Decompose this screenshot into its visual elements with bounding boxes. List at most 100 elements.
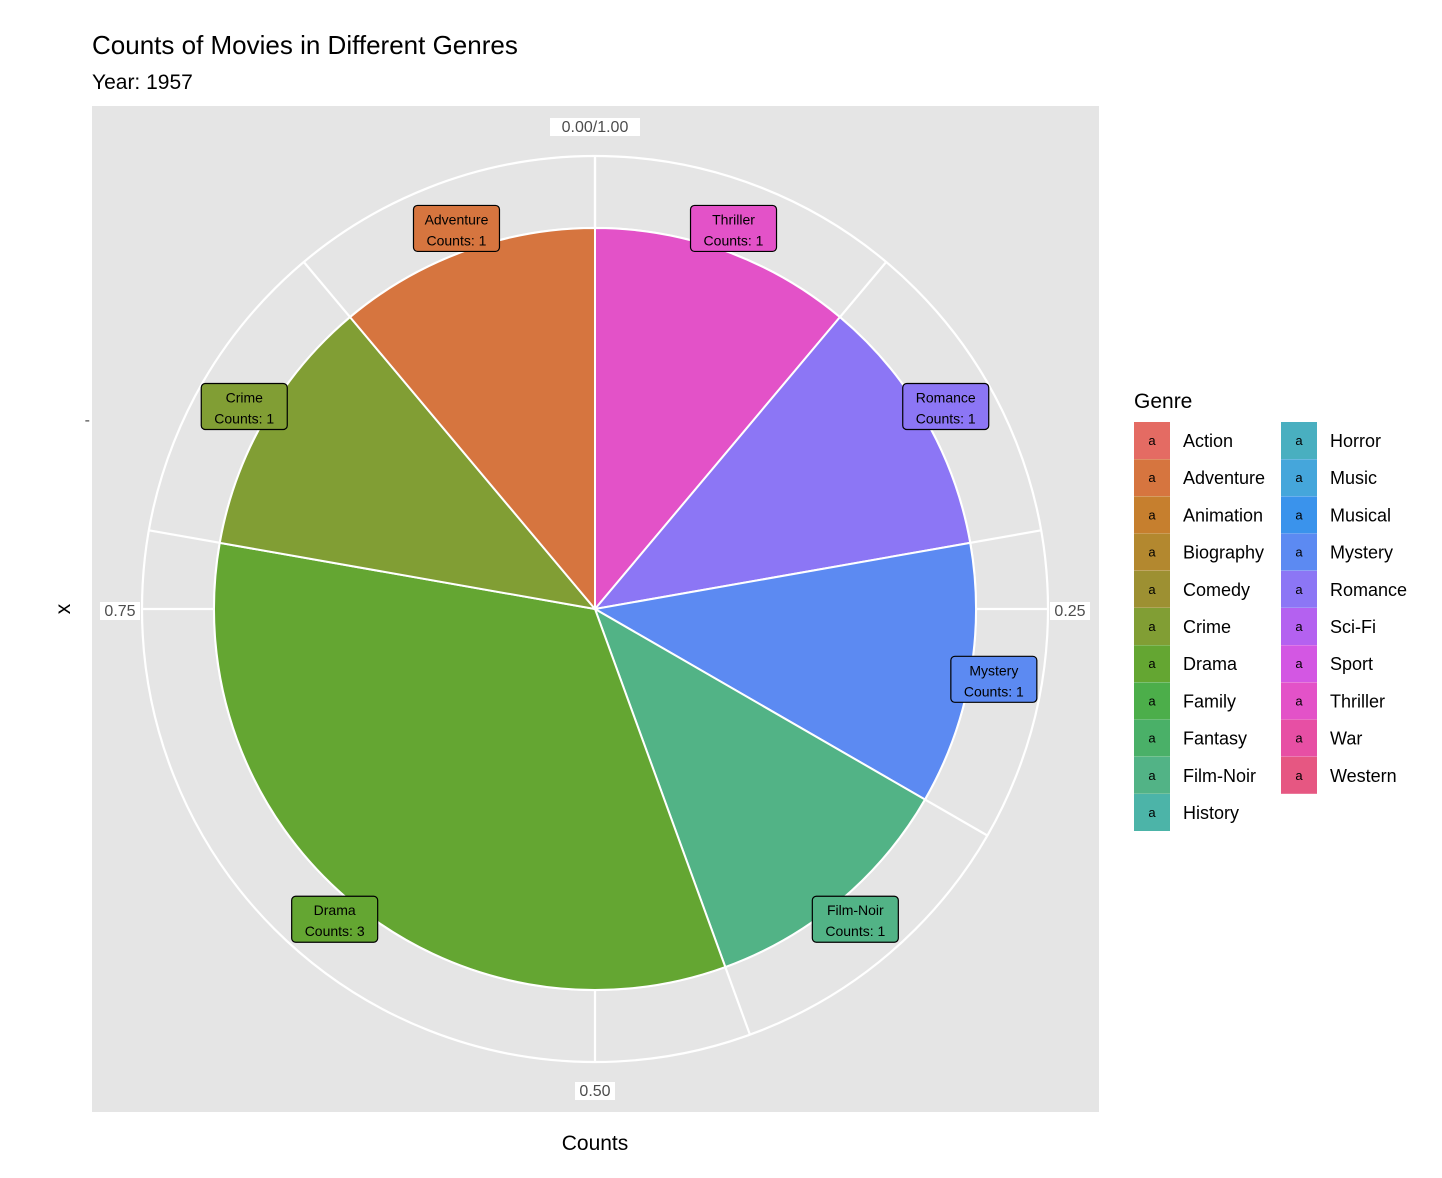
legend-label: Film-Noir	[1183, 766, 1256, 786]
legend-key-glyph: a	[1295, 693, 1303, 708]
legend-label: Drama	[1183, 654, 1238, 674]
legend-label: Horror	[1330, 431, 1381, 451]
legend-item-mystery: a Mystery	[1281, 533, 1393, 571]
legend-item-romance: a Romance	[1281, 570, 1407, 608]
slice-label-count: Counts: 1	[427, 232, 487, 248]
legend-key	[1281, 608, 1317, 645]
slice-label-genre: Drama	[314, 902, 356, 918]
legend-key-glyph: a	[1148, 582, 1156, 597]
legend-label: Family	[1183, 691, 1236, 711]
legend-item-thriller: a Thriller	[1281, 682, 1385, 720]
slice-label-drama: Drama Counts: 3	[291, 895, 379, 943]
legend-key-glyph: a	[1148, 805, 1156, 820]
tick-bg	[100, 602, 140, 620]
legend-key-glyph: a	[1295, 768, 1303, 783]
legend-key-glyph: a	[1148, 545, 1156, 560]
legend-item-adventure: a Adventure	[1134, 459, 1265, 497]
legend-label: Biography	[1183, 543, 1264, 563]
legend-key-glyph: a	[1148, 470, 1156, 485]
theta-tick-label: 0.50	[579, 1083, 610, 1100]
legend-key-glyph: a	[1295, 656, 1303, 671]
legend-key-glyph: a	[1148, 693, 1156, 708]
slice-label-box	[811, 895, 899, 943]
legend-item-crime: a Crime	[1134, 608, 1231, 645]
slice-label-count: Counts: 1	[825, 923, 885, 939]
chart-subtitle: Year: 1957	[92, 71, 193, 94]
legend-key	[1134, 496, 1170, 534]
slice-label-box	[950, 655, 1038, 703]
legend-key-glyph: a	[1148, 656, 1156, 671]
legend-key	[1281, 645, 1317, 683]
slice-label-thriller: Thriller Counts: 1	[689, 204, 778, 253]
legend-label: History	[1183, 803, 1239, 823]
theta-tick-label: 0.75	[104, 603, 135, 620]
legend-item-musical: a Musical	[1281, 496, 1391, 534]
slice-label-crime: Crime Counts: 1	[200, 382, 288, 431]
tick-bg	[1050, 602, 1090, 620]
y-axis-tick: -	[85, 412, 90, 429]
slice-label-genre: Mystery	[969, 662, 1018, 678]
slice-label-count: Counts: 1	[214, 411, 274, 427]
legend-key-glyph: a	[1148, 619, 1156, 634]
legend: a Action a Adventure a Animation a Biography a Co…	[1134, 422, 1407, 831]
legend-key-glyph: a	[1295, 545, 1303, 560]
slice-label-box	[902, 382, 990, 431]
legend-key	[1281, 533, 1317, 571]
slice-label-genre: Adventure	[425, 211, 489, 227]
legend-key	[1281, 570, 1317, 608]
legend-item-drama: a Drama	[1134, 645, 1238, 683]
legend-label: Animation	[1183, 505, 1263, 525]
legend-label: Mystery	[1330, 543, 1393, 563]
legend-item-biography: a Biography	[1134, 533, 1264, 571]
legend-item-film-noir: a Film-Noir	[1134, 756, 1256, 794]
slice-label-box	[689, 204, 778, 253]
legend-label: Fantasy	[1183, 729, 1247, 749]
legend-key-glyph: a	[1148, 433, 1156, 448]
legend-key-glyph: a	[1295, 619, 1303, 634]
slice-label-box	[291, 895, 379, 943]
legend-label: Action	[1183, 431, 1233, 451]
legend-label: Sport	[1330, 654, 1373, 674]
legend-key	[1134, 682, 1170, 720]
slice-label-film-noir: Film-Noir Counts: 1	[811, 895, 899, 943]
legend-item-western: a Western	[1281, 756, 1397, 794]
legend-key-glyph: a	[1295, 731, 1303, 746]
legend-label: Comedy	[1183, 580, 1250, 600]
legend-item-sci-fi: a Sci-Fi	[1281, 608, 1376, 645]
legend-key	[1134, 459, 1170, 497]
legend-item-animation: a Animation	[1134, 496, 1263, 534]
slice-label-count: Counts: 1	[916, 411, 976, 427]
legend-key	[1134, 533, 1170, 571]
chart-title: Counts of Movies in Different Genres	[92, 30, 518, 60]
legend-label: Romance	[1330, 580, 1407, 600]
theta-tick-label: 0.25	[1054, 603, 1085, 620]
slice-label-box	[200, 382, 288, 431]
pie-slices	[213, 226, 977, 991]
slice-label-adventure: Adventure Counts: 1	[412, 204, 501, 253]
legend-key	[1281, 719, 1317, 757]
slice-label-box	[412, 204, 501, 253]
legend-key	[1281, 682, 1317, 720]
legend-key	[1134, 570, 1170, 608]
slice-label-mystery: Mystery Counts: 1	[950, 655, 1038, 703]
legend-key	[1134, 719, 1170, 757]
legend-key	[1281, 459, 1317, 497]
legend-item-comedy: a Comedy	[1134, 570, 1250, 608]
legend-item-horror: a Horror	[1281, 422, 1381, 459]
legend-key	[1134, 608, 1170, 645]
legend-key	[1134, 422, 1170, 459]
legend-key-glyph: a	[1295, 470, 1303, 485]
theta-tick-label: 0.00/1.00	[562, 119, 629, 136]
legend-key-glyph: a	[1295, 582, 1303, 597]
y-axis-title: x	[52, 603, 75, 614]
legend-key	[1134, 794, 1170, 831]
legend-label: Sci-Fi	[1330, 617, 1376, 637]
slice-label-genre: Crime	[226, 390, 264, 406]
theta-tick-labels: 0.00/1.00 0.25 0.50 0.75	[100, 118, 1090, 1100]
legend-key-glyph: a	[1148, 507, 1156, 522]
legend-label: Thriller	[1330, 691, 1385, 711]
legend-label: Western	[1330, 766, 1397, 786]
slice-label-genre: Film-Noir	[827, 902, 884, 918]
legend-key	[1134, 756, 1170, 794]
